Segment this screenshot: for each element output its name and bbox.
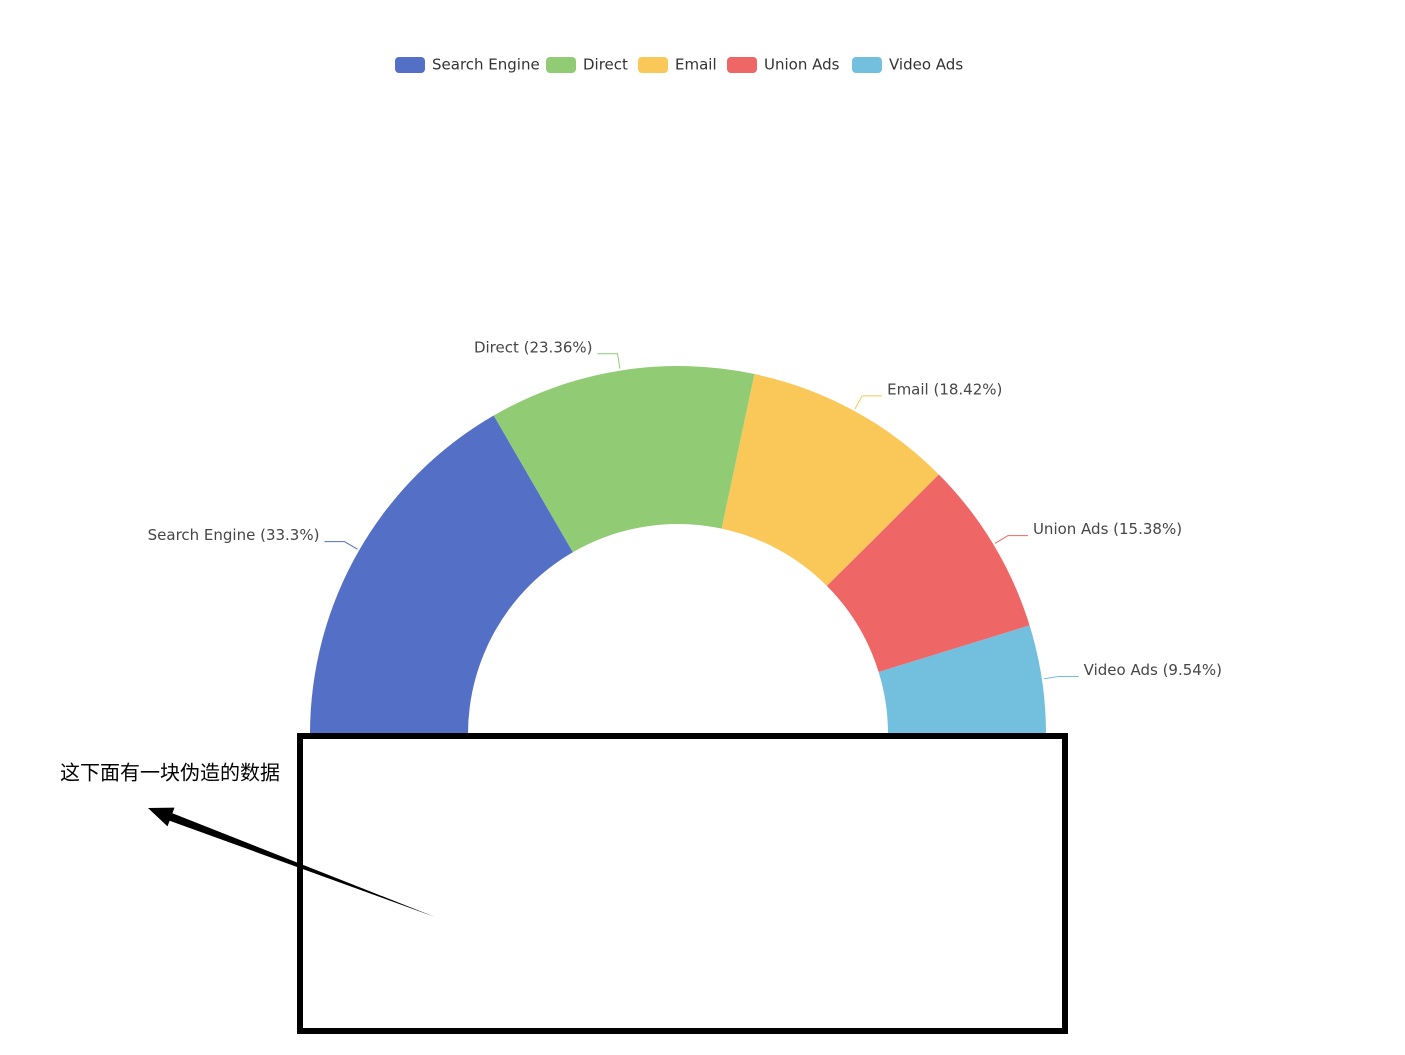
data-label: Search Engine (33.3%) — [148, 526, 320, 544]
label-line — [324, 541, 358, 550]
annotation: 这下面有一块伪造的数据 — [60, 761, 280, 785]
slice — [826, 474, 1030, 672]
slice — [310, 415, 573, 734]
data-label: Direct (23.36%) — [474, 338, 593, 356]
legend-swatch — [395, 57, 425, 73]
highlight-box — [297, 733, 1068, 1034]
label-line — [994, 535, 1028, 544]
slice — [493, 366, 755, 553]
slice — [878, 625, 1046, 734]
label-line — [1043, 676, 1079, 680]
label-line — [597, 353, 621, 369]
legend-swatch — [852, 57, 882, 73]
legend-label: Search Engine — [432, 56, 540, 74]
legend-swatch — [546, 57, 576, 73]
data-label: Union Ads (15.38%) — [1033, 520, 1182, 538]
legend-label: Union Ads — [764, 56, 840, 74]
legend-label: Email — [675, 56, 717, 74]
data-label: Video Ads (9.54%) — [1084, 661, 1222, 679]
slice — [721, 374, 939, 586]
label-line — [854, 395, 883, 410]
data-label: Email (18.42%) — [887, 380, 1002, 398]
legend-label: Direct — [583, 56, 628, 74]
legend-label: Video Ads — [889, 56, 963, 74]
legend-swatch — [638, 57, 668, 73]
legend-swatch — [727, 57, 757, 73]
arrow — [148, 807, 435, 917]
